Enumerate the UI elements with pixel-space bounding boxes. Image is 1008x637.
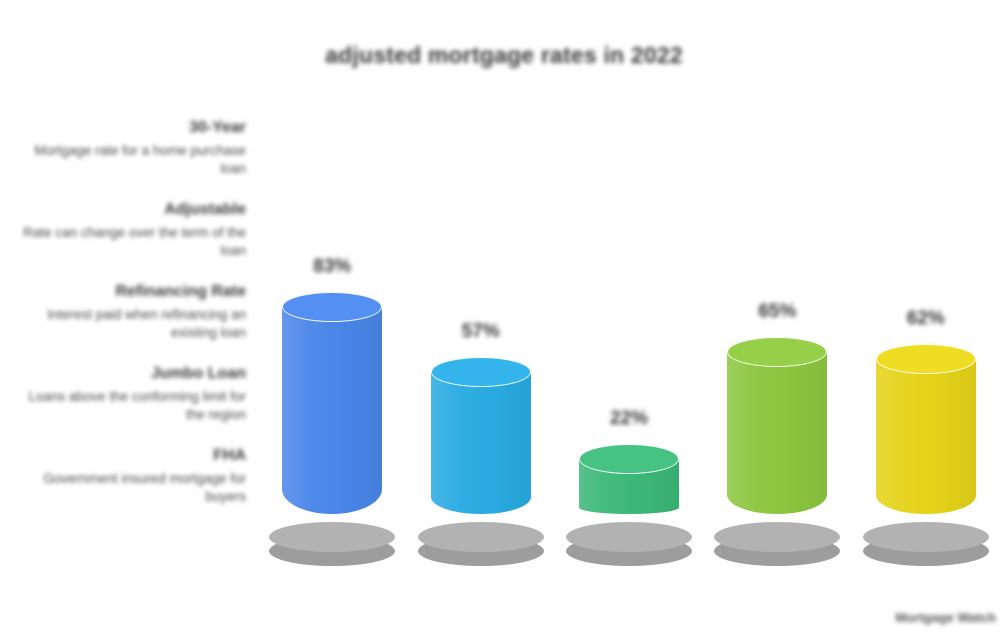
pedestal-disc-upper <box>269 522 396 552</box>
bar-cylinder-shading <box>875 359 976 514</box>
bar-cylinder[interactable] <box>578 444 679 514</box>
legend-item: 30-Year Mortgage rate for a home purchas… <box>14 118 246 178</box>
plot-area: 83% 57% 22% 65% 62% <box>258 96 1000 566</box>
legend-item: Refinancing Rate Interest paid when refi… <box>14 282 246 342</box>
bar-value-label: 62% <box>906 308 945 329</box>
page-title: adjusted mortgage rates in 2022 <box>325 42 683 68</box>
bar-group[interactable]: 22% <box>555 96 703 566</box>
bar-value-label: 83% <box>313 255 352 277</box>
legend-item-description: Mortgage rate for a home purchase loan <box>34 143 246 176</box>
legend-item-title: Adjustable <box>164 201 246 218</box>
legend-item-title: Jumbo Loan <box>150 365 246 382</box>
bar-value-label: 65% <box>758 300 797 322</box>
legend-item-title: 30-Year <box>189 119 246 136</box>
bar-cylinder-shading <box>727 351 828 514</box>
legend-item: FHA Government insured mortgage for buye… <box>14 446 246 506</box>
legend-item-description: Government insured mortgage for buyers <box>43 471 246 504</box>
legend: 30-Year Mortgage rate for a home purchas… <box>14 118 246 528</box>
bar-cylinder-body <box>727 351 828 514</box>
legend-item-description: Interest paid when refinancing an existi… <box>47 307 246 340</box>
bar-value-label: 22% <box>609 408 648 429</box>
bar-cylinder-top <box>578 444 679 474</box>
legend-item-description: Loans above the conforming limit for the… <box>28 389 246 422</box>
bar-cylinder-top <box>727 336 828 367</box>
bar-group[interactable]: 65% <box>703 96 851 566</box>
bar-pedestal <box>565 520 692 566</box>
legend-item-title: FHA <box>213 447 246 464</box>
legend-item: Jumbo Loan Loans above the conforming li… <box>14 364 246 424</box>
pedestal-disc-upper <box>565 522 692 552</box>
bar-cylinder-body <box>875 359 976 514</box>
bar-cylinder[interactable] <box>430 356 531 514</box>
legend-item: Adjustable Rate can change over the term… <box>14 200 246 260</box>
bar-pedestal <box>269 520 396 566</box>
bar-cylinder-body <box>430 371 531 514</box>
bar-cylinder-body <box>282 306 383 514</box>
bar-pedestal <box>862 520 989 566</box>
pedestal-disc-upper <box>417 522 544 552</box>
bar-cylinder-top <box>875 344 976 374</box>
pedestal-disc-upper <box>862 522 989 552</box>
bar-pedestal <box>417 520 544 566</box>
bar-group[interactable]: 57% <box>406 96 554 566</box>
bar-value-label: 57% <box>461 320 500 342</box>
bar-cylinder[interactable] <box>282 291 383 514</box>
legend-item-title: Refinancing Rate <box>115 283 246 300</box>
bar-cylinder-top <box>282 291 383 322</box>
pedestal-disc-upper <box>714 522 841 552</box>
bar-cylinder[interactable] <box>875 344 976 514</box>
bar-pedestal <box>714 520 841 566</box>
bar-cylinder[interactable] <box>727 336 828 514</box>
watermark: Mortgage Watch <box>895 610 996 625</box>
bar-group[interactable]: 83% <box>258 96 406 566</box>
bar-group[interactable]: 62% <box>852 96 1000 566</box>
legend-item-description: Rate can change over the term of the loa… <box>23 225 246 258</box>
bar-cylinder-shading <box>430 371 531 514</box>
bar-cylinder-top <box>430 356 531 387</box>
bar-cylinder-shading <box>282 306 383 514</box>
